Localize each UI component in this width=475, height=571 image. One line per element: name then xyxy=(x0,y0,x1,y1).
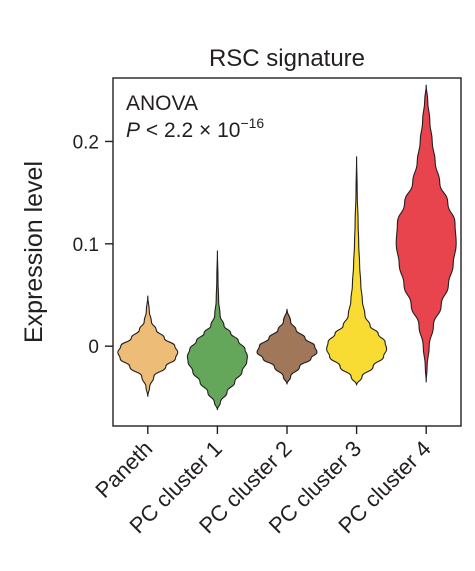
y-tick-label: 0.1 xyxy=(73,235,99,256)
anova-label: ANOVA xyxy=(126,92,198,115)
y-axis-ticks: 0 0.1 0.2 xyxy=(73,132,113,358)
y-axis-label: Expression level xyxy=(20,161,48,343)
violin-pc-cluster-4 xyxy=(395,84,457,383)
violin-paneth xyxy=(117,295,179,397)
violin-group xyxy=(117,84,457,411)
y-tick-label: 0 xyxy=(88,337,99,358)
violin-pc-cluster-3 xyxy=(326,156,388,386)
chart-title: RSC signature xyxy=(209,45,365,72)
p-value-text: < 2.2 × 10 xyxy=(140,119,240,142)
p-value-label: P < 2.2 × 10−16 xyxy=(126,115,264,142)
p-value-exponent: −16 xyxy=(240,115,264,131)
p-symbol: P xyxy=(126,119,140,142)
y-tick-label: 0.2 xyxy=(73,132,99,153)
violin-pc-cluster-2 xyxy=(256,308,318,385)
violin-pc-cluster-1 xyxy=(186,250,248,411)
x-tick-label: Paneth xyxy=(90,436,157,503)
